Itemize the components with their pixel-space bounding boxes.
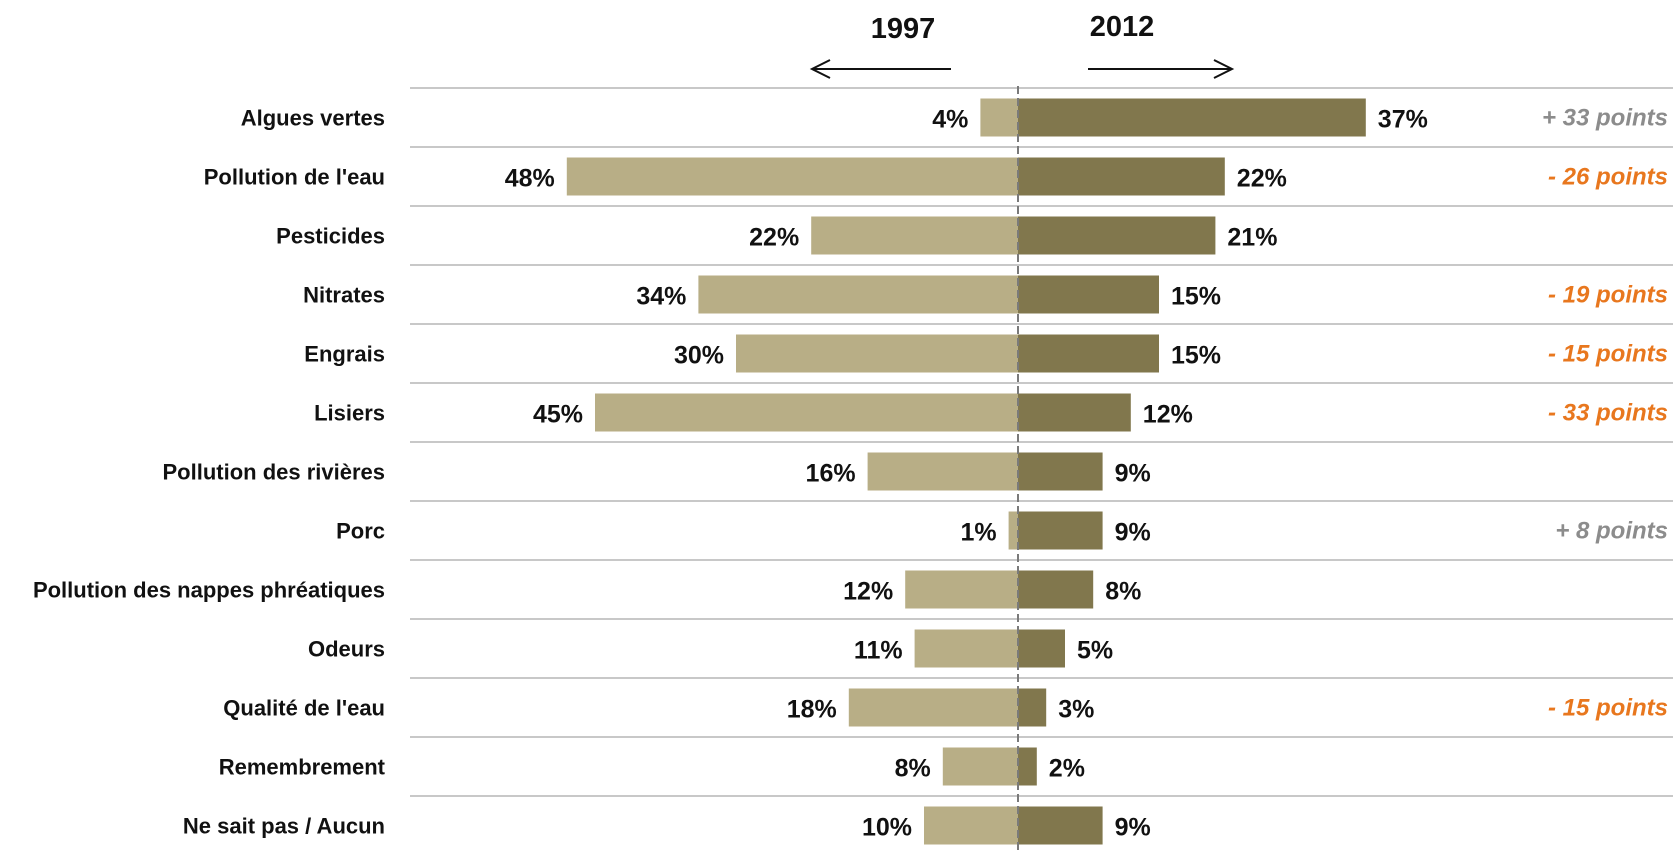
arrow-left-icon (809, 59, 951, 79)
bar-2012 (1018, 157, 1225, 196)
bars (566, 98, 1366, 845)
value-label-2012: 8% (1105, 578, 1141, 606)
bar-2012 (1018, 275, 1159, 314)
value-label-2012: 15% (1171, 342, 1221, 370)
category-label: Pollution des rivières (162, 460, 385, 485)
value-label-1997: 10% (862, 814, 912, 842)
value-label-2012: 9% (1115, 519, 1151, 547)
value-label-1997: 22% (749, 224, 799, 252)
bar-2012 (1018, 216, 1216, 255)
category-label: Odeurs (308, 637, 385, 662)
value-label-1997: 18% (787, 696, 837, 724)
value-label-2012: 22% (1237, 165, 1287, 193)
bar-2012 (1018, 629, 1065, 668)
bar-2012 (1018, 511, 1103, 550)
value-label-1997: 16% (806, 460, 856, 488)
value-label-2012: 5% (1077, 637, 1113, 665)
bar-1997 (905, 570, 1018, 609)
difference-label: - 33 points (1548, 400, 1668, 427)
value-label-2012: 9% (1115, 814, 1151, 842)
category-label: Remembrement (219, 755, 386, 780)
value-label-2012: 12% (1143, 401, 1193, 429)
value-label-2012: 15% (1171, 283, 1221, 311)
bar-1997 (595, 393, 1018, 432)
value-label-2012: 9% (1115, 460, 1151, 488)
value-label-1997: 1% (960, 519, 996, 547)
value-label-1997: 4% (932, 106, 968, 134)
difference-label: + 8 points (1555, 518, 1668, 545)
category-label: Pollution de l'eau (204, 165, 385, 190)
difference-label: - 26 points (1548, 164, 1668, 191)
bar-2012 (1018, 747, 1037, 786)
category-label: Nitrates (303, 283, 385, 308)
value-label-1997: 48% (505, 165, 555, 193)
bar-1997 (1008, 511, 1018, 550)
labels: Algues vertes 4% 37% Pollution de l'eau 48% 2… (33, 105, 1668, 842)
bar-1997 (924, 806, 1018, 845)
bar-2012 (1018, 334, 1159, 373)
category-label: Ne sait pas / Aucun (183, 814, 385, 839)
bar-1997 (811, 216, 1018, 255)
bar-1997 (942, 747, 1018, 786)
value-label-1997: 12% (843, 578, 893, 606)
value-label-1997: 11% (854, 637, 903, 665)
value-label-2012: 2% (1049, 755, 1085, 783)
bar-1997 (736, 334, 1018, 373)
year-header: 1997 2012 (809, 11, 1235, 79)
value-label-1997: 34% (636, 283, 686, 311)
bar-1997 (867, 452, 1018, 491)
arrow-right-icon (1088, 59, 1235, 79)
bar-1997 (848, 688, 1018, 727)
value-label-1997: 45% (533, 401, 583, 429)
value-label-2012: 21% (1227, 224, 1277, 252)
category-label: Engrais (304, 342, 385, 367)
bar-2012 (1018, 98, 1366, 137)
bar-2012 (1018, 570, 1094, 609)
bar-1997 (566, 157, 1018, 196)
value-label-1997: 30% (674, 342, 724, 370)
category-label: Algues vertes (241, 106, 385, 131)
difference-label: - 15 points (1548, 695, 1668, 722)
difference-label: - 19 points (1548, 282, 1668, 309)
bar-2012 (1018, 393, 1131, 432)
bar-1997 (698, 275, 1018, 314)
bar-1997 (980, 98, 1018, 137)
category-label: Lisiers (314, 401, 385, 426)
row-separators (410, 87, 1673, 797)
year-label-2012: 2012 (1090, 11, 1155, 43)
category-label: Pollution des nappes phréatiques (33, 578, 385, 603)
bar-1997 (914, 629, 1018, 668)
bar-2012 (1018, 452, 1103, 491)
category-label: Porc (336, 519, 385, 544)
bar-2012 (1018, 806, 1103, 845)
difference-label: + 33 points (1542, 105, 1668, 132)
category-label: Qualité de l'eau (223, 696, 385, 721)
value-label-1997: 8% (895, 755, 931, 783)
year-label-1997: 1997 (871, 13, 936, 45)
category-label: Pesticides (276, 224, 385, 249)
difference-label: - 15 points (1548, 341, 1668, 368)
value-label-2012: 3% (1058, 696, 1094, 724)
value-label-2012: 37% (1378, 106, 1428, 134)
bar-2012 (1018, 688, 1047, 727)
